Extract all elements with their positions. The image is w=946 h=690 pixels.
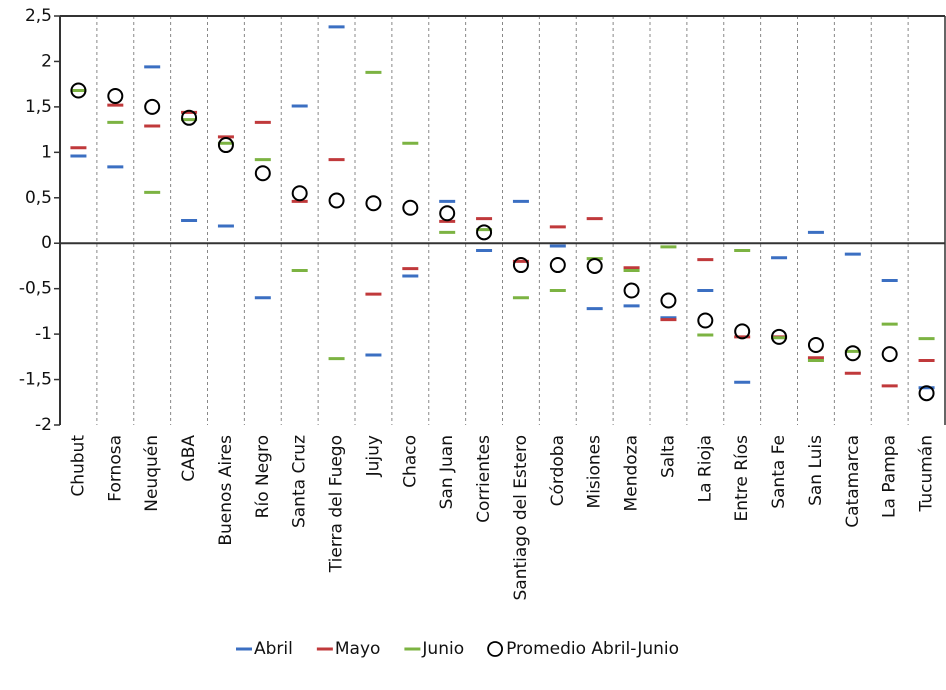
legend-label: Mayo: [335, 639, 381, 659]
y-tick-label: -0,5: [19, 279, 52, 299]
x-tick-label: Neuquén: [142, 435, 162, 512]
circle-mark: [844, 345, 861, 362]
circle-mark: [70, 82, 87, 99]
y-tick-label: 1,5: [25, 97, 52, 117]
circle-mark: [439, 205, 456, 222]
circle-mark: [660, 292, 677, 309]
legend-label: Promedio Abril-Junio: [506, 639, 679, 659]
x-tick-label: Santa Fe: [769, 435, 789, 509]
circle-mark: [144, 98, 161, 115]
circle-mark: [181, 109, 198, 126]
circle-mark: [734, 323, 751, 340]
y-tick-label: -1,5: [19, 370, 52, 390]
circle-mark: [512, 257, 529, 274]
circle-mark: [217, 137, 234, 154]
x-tick-label: Chaco: [400, 435, 420, 488]
circle-mark: [697, 312, 714, 329]
circle-mark: [254, 165, 271, 182]
x-tick-label: CABA: [179, 435, 199, 482]
x-tick-label: Jujuy: [363, 435, 383, 477]
x-tick-label: Buenos Aires: [216, 435, 236, 546]
legend-symbol: [487, 641, 503, 657]
circle-mark: [807, 337, 824, 354]
x-tick-label: Santiago del Estero: [511, 435, 531, 601]
x-tick-label: Catamarca: [843, 435, 863, 528]
legend-label: Junio: [421, 639, 464, 659]
x-tick-label: Tucumán: [917, 435, 937, 512]
y-tick-label: -1: [35, 324, 52, 344]
circle-mark: [881, 346, 898, 363]
circle-mark: [771, 328, 788, 345]
x-tick-label: Misiones: [585, 435, 605, 509]
y-tick-label: 2,5: [25, 6, 52, 26]
circle-mark: [549, 257, 566, 274]
x-tick-label: Tierra del Fuego: [327, 435, 347, 573]
circle-mark: [918, 385, 935, 402]
y-tick-label: 0: [41, 233, 52, 253]
x-tick-label: Río Negro: [253, 435, 273, 518]
x-tick-label: La Rioja: [695, 435, 715, 502]
circle-mark: [402, 199, 419, 216]
legend-label: Abril: [254, 639, 293, 659]
y-tick-label: 1: [41, 142, 52, 162]
circle-mark: [365, 195, 382, 212]
x-tick-label: Mendoza: [622, 435, 642, 511]
x-tick-label: Chubut: [68, 435, 88, 497]
circle-mark: [476, 224, 493, 241]
circle-mark: [623, 282, 640, 299]
x-tick-label: Corrientes: [474, 435, 494, 523]
y-tick-label: 0,5: [25, 188, 52, 208]
x-tick-label: San Luis: [806, 435, 826, 506]
x-tick-label: Salta: [658, 435, 678, 478]
x-tick-label: Fornosa: [105, 435, 125, 502]
x-tick-label: Santa Cruz: [290, 435, 310, 528]
circle-mark: [328, 192, 345, 209]
x-tick-label: La Pampa: [880, 435, 900, 518]
circle-mark: [291, 185, 308, 202]
y-tick-label: 2: [41, 51, 52, 71]
x-tick-label: Entre Ríos: [732, 435, 752, 522]
circle-mark: [107, 87, 124, 104]
x-tick-label: Córdoba: [548, 435, 568, 506]
y-tick-label: -2: [35, 415, 52, 435]
x-tick-label: San Juan: [437, 435, 457, 509]
circle-mark: [586, 257, 603, 274]
